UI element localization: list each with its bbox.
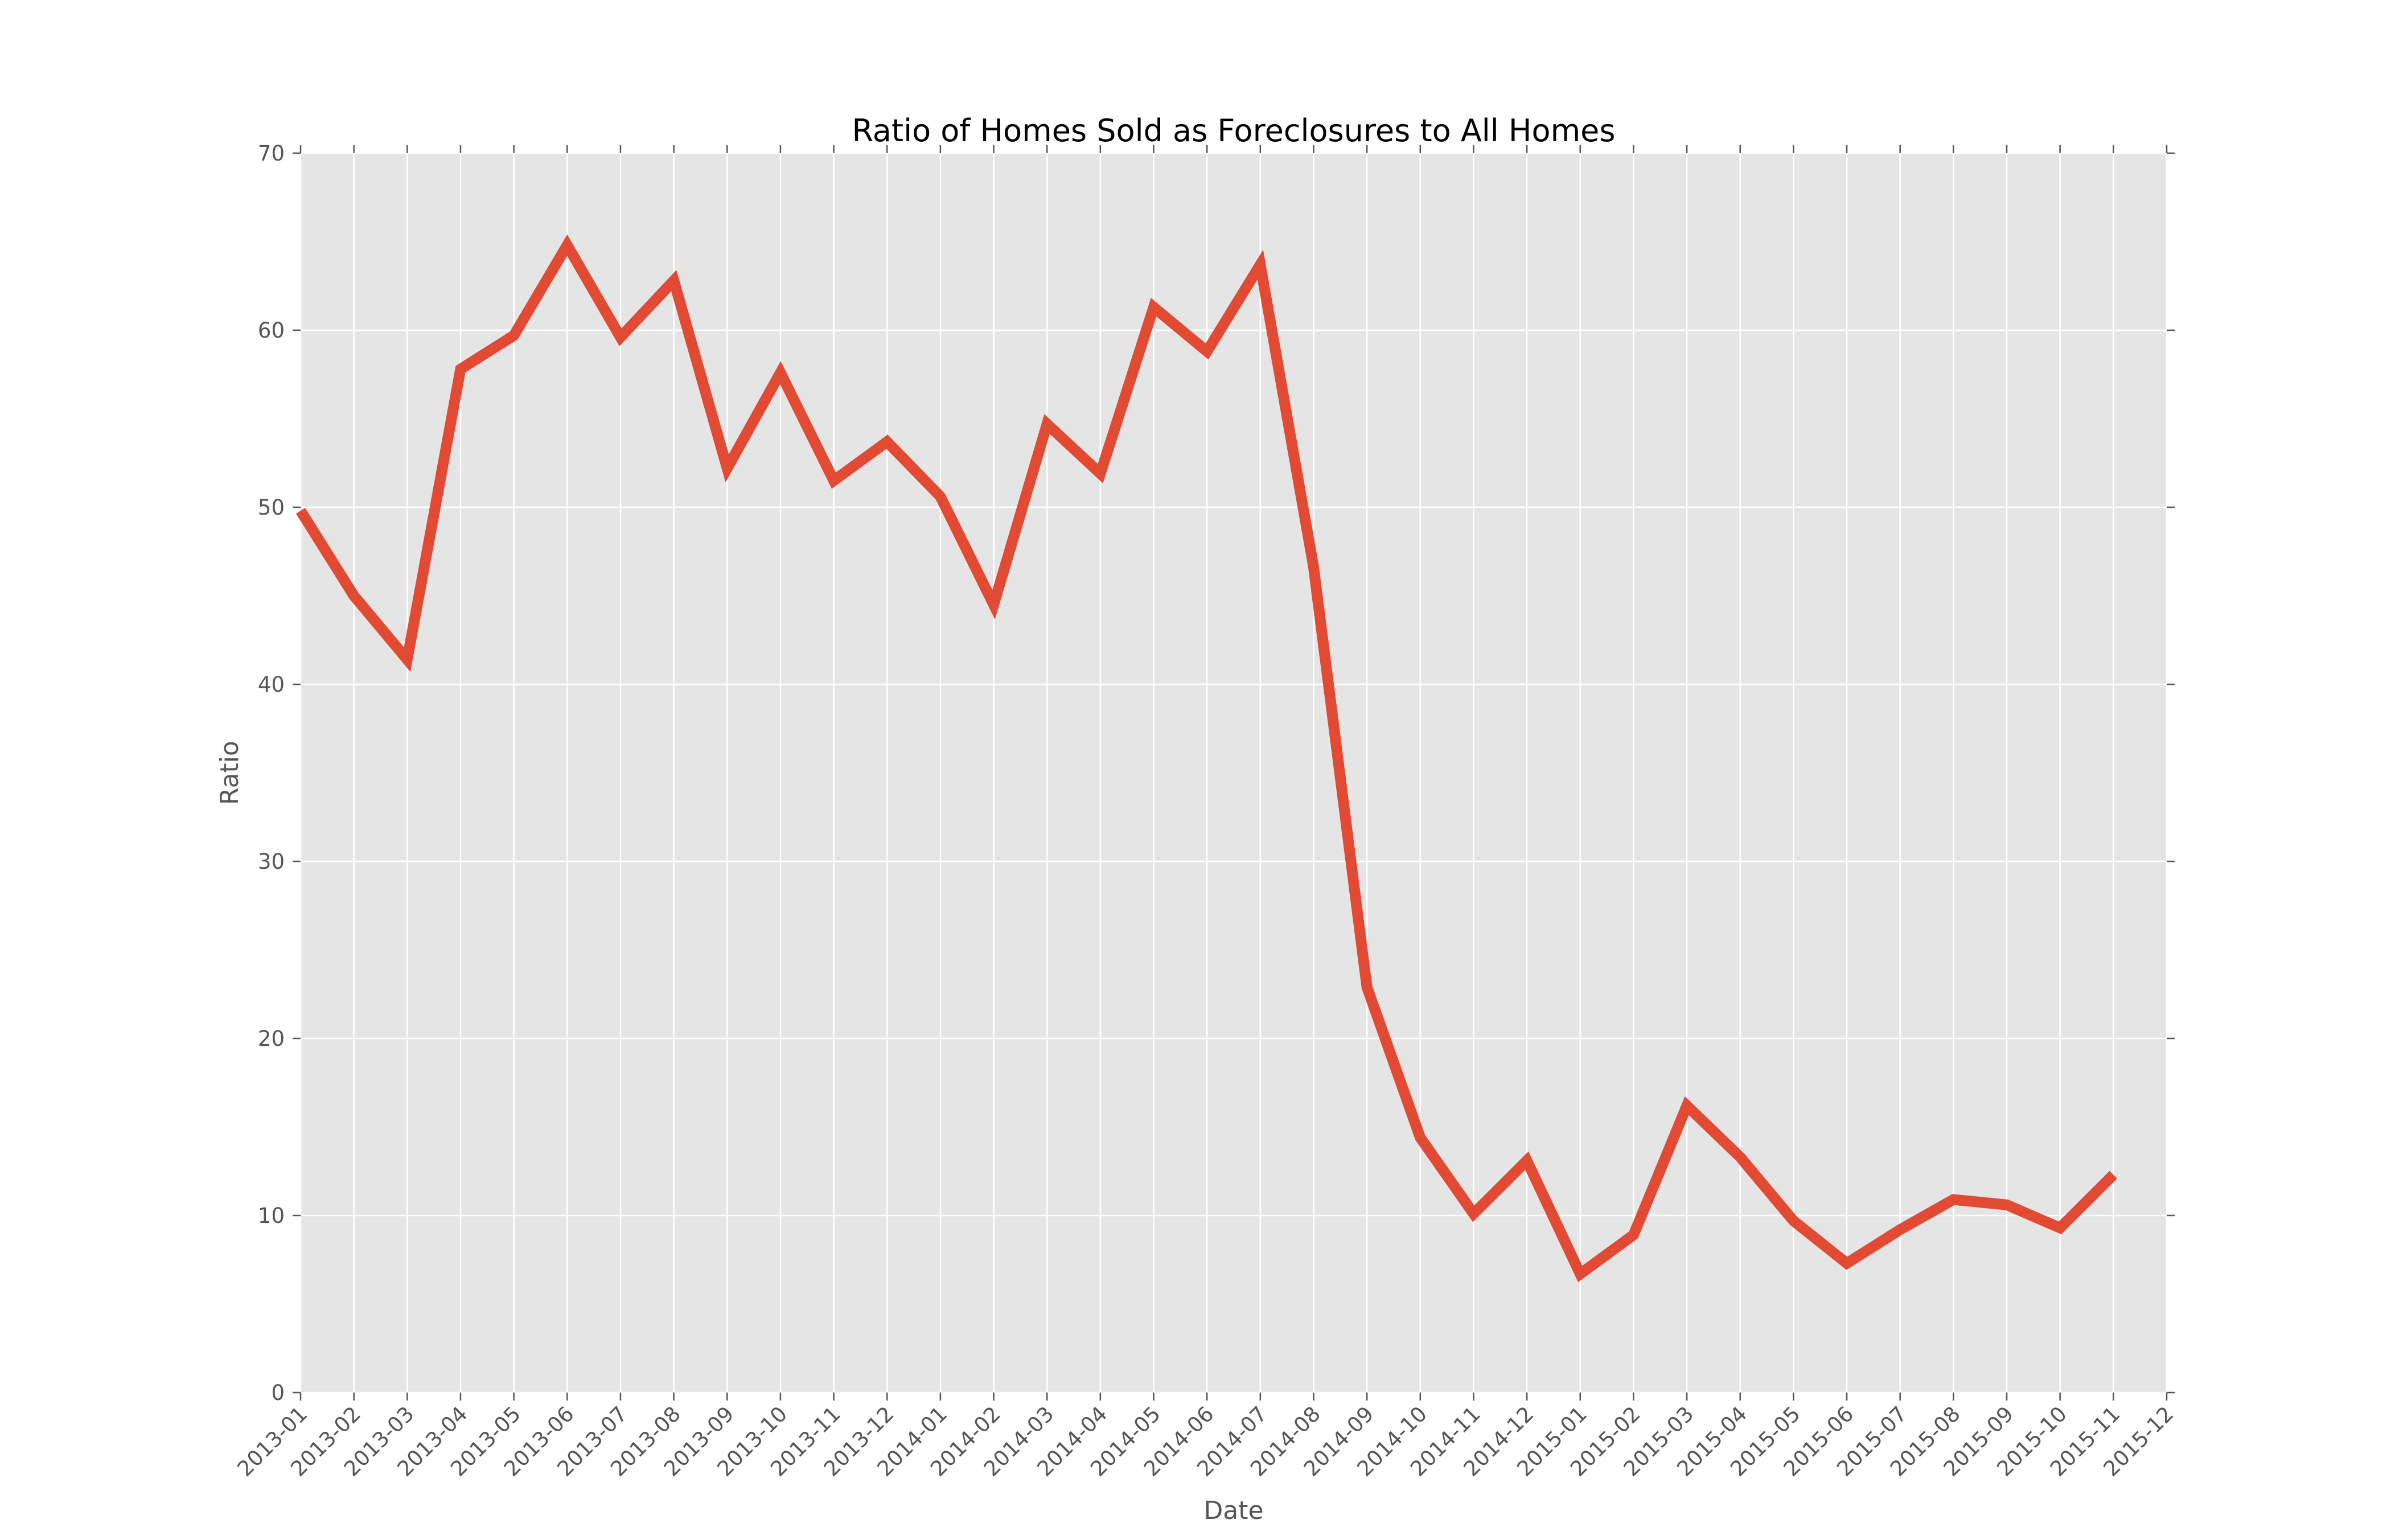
axis-ticks — [293, 145, 2175, 1401]
y-tick-label: 70 — [258, 141, 285, 166]
x-axis-title: Date — [1203, 1496, 1263, 1525]
y-axis-title: Ratio — [215, 741, 244, 805]
series-layer — [295, 234, 2118, 1283]
y-tick-label: 0 — [271, 1381, 285, 1405]
y-tick-label: 60 — [258, 318, 285, 343]
plot-area — [301, 153, 2167, 1393]
chart-title: Ratio of Homes Sold as Foreclosures to A… — [852, 113, 1615, 149]
y-tick-label: 10 — [258, 1204, 285, 1228]
y-tick-label: 50 — [258, 495, 285, 520]
y-tick-label: 30 — [258, 849, 285, 874]
y-tick-label: 20 — [258, 1026, 285, 1051]
grid-lines — [299, 152, 2168, 1394]
y-tick-label: 40 — [258, 672, 285, 697]
series-line — [295, 234, 2118, 1283]
